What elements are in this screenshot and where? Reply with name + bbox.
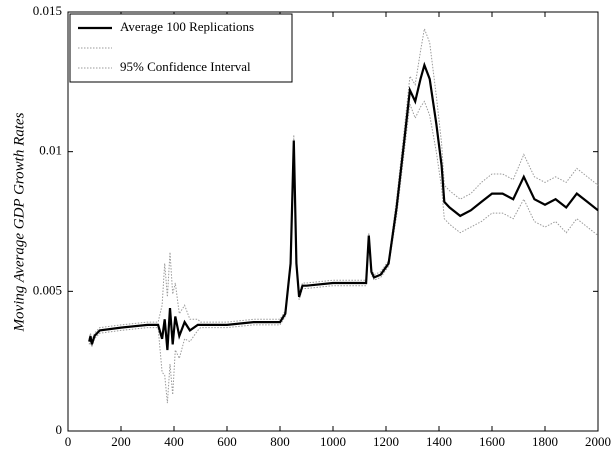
x-tick-label: 600 bbox=[217, 434, 237, 449]
x-tick-label: 800 bbox=[270, 434, 290, 449]
legend-box bbox=[69, 13, 293, 83]
x-tick-label: 400 bbox=[164, 434, 184, 449]
y-tick-label: 0.015 bbox=[33, 3, 62, 18]
y-tick-label: 0.005 bbox=[33, 282, 62, 297]
y-axis-label: Moving Average GDP Growth Rates bbox=[11, 112, 27, 332]
y-tick-label: 0.01 bbox=[39, 143, 62, 158]
series-line bbox=[88, 26, 599, 342]
x-tick-label: 0 bbox=[65, 434, 72, 449]
legend-label: 95% Confidence Interval bbox=[120, 59, 251, 74]
y-tick-label: 0 bbox=[56, 422, 63, 437]
x-tick-label: 2000 bbox=[585, 434, 611, 449]
x-tick-label: 1800 bbox=[532, 434, 558, 449]
legend-label: Average 100 Replications bbox=[120, 19, 254, 34]
x-tick-label: 1400 bbox=[426, 434, 452, 449]
x-tick-label: 200 bbox=[111, 434, 131, 449]
series-line bbox=[88, 61, 599, 351]
x-tick-label: 1600 bbox=[479, 434, 505, 449]
series-line bbox=[88, 100, 599, 404]
x-tick-label: 1200 bbox=[373, 434, 399, 449]
x-tick-label: 1000 bbox=[320, 434, 346, 449]
